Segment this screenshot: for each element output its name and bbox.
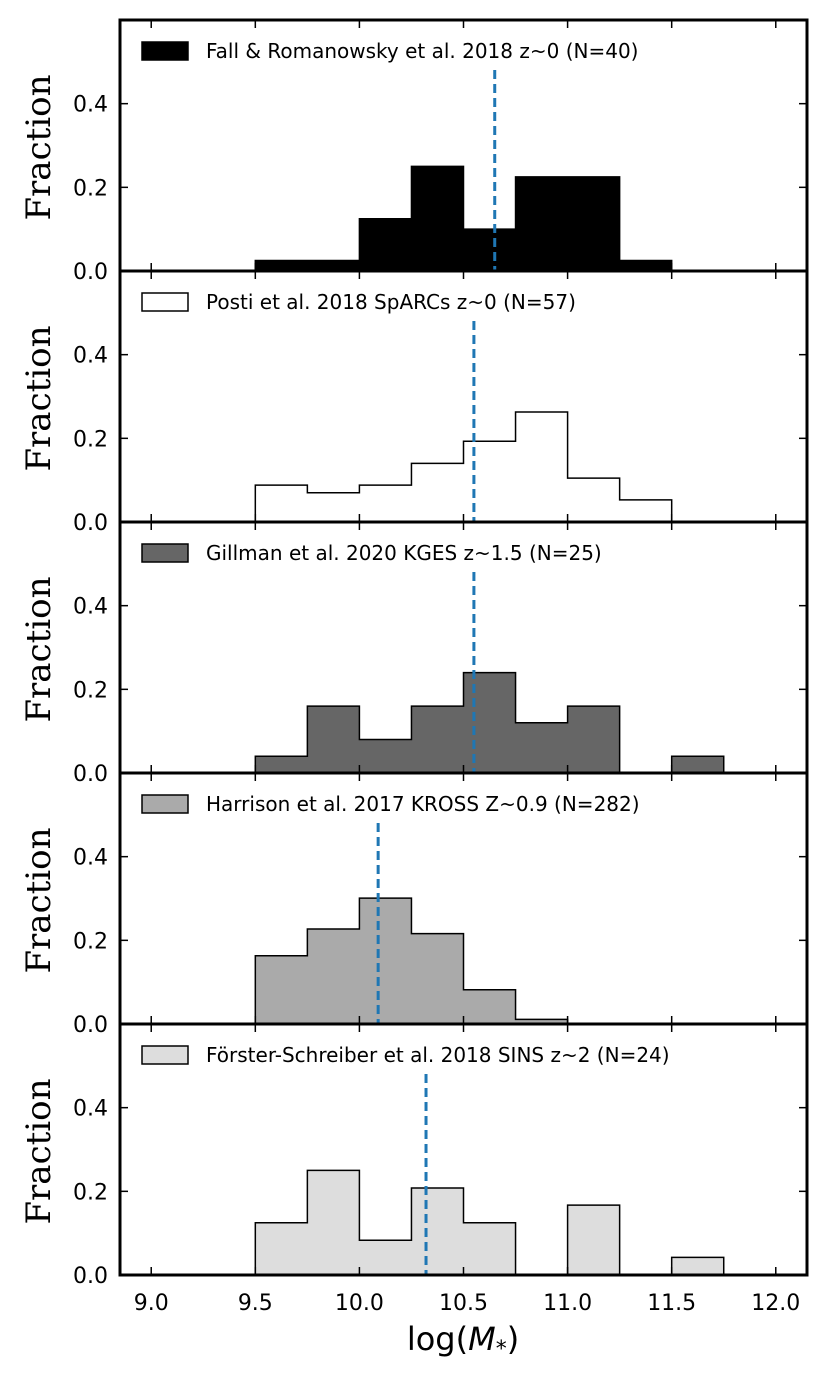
y-tick-label: 0.4 bbox=[73, 595, 108, 620]
histogram-bars bbox=[254, 1169, 725, 1276]
panel-2: 0.0 0.2 0.4 Fraction Posti et al. 2018 SpARC… bbox=[19, 269, 809, 536]
x-tick-label: 12.0 bbox=[751, 1291, 800, 1316]
legend-label: Förster-Schreiber et al. 2018 SINS z~2 (… bbox=[206, 1043, 670, 1067]
x-tick-label: 10.0 bbox=[335, 1291, 384, 1316]
legend-swatch bbox=[141, 292, 189, 312]
histogram-bars bbox=[254, 671, 725, 774]
y-axis-label: Fraction bbox=[19, 1078, 59, 1224]
legend-label: Gillman et al. 2020 KGES z~1.5 (N=25) bbox=[206, 541, 602, 565]
y-axis-label: Fraction bbox=[19, 325, 59, 471]
y-tick-label: 0.2 bbox=[73, 176, 108, 201]
panel-1: 0.0 0.2 0.4 Fraction Fall & Romanowsky et al… bbox=[19, 18, 809, 285]
x-tick-label: 9.0 bbox=[134, 1291, 169, 1316]
panels: 0.0 0.2 0.4 Fraction Fall & Romanowsky et al… bbox=[19, 18, 809, 1289]
legend-label: Fall & Romanowsky et al. 2018 z~0 (N=40) bbox=[206, 39, 638, 63]
y-tick-label: 0.4 bbox=[73, 93, 108, 118]
y-tick-label: 0.0 bbox=[73, 511, 108, 536]
panel-4: 0.0 0.2 0.4 Fraction Harrison et al. 2017 KR… bbox=[19, 771, 809, 1038]
y-tick-label: 0.2 bbox=[73, 929, 108, 954]
y-axis-label: Fraction bbox=[19, 576, 59, 722]
y-tick-label: 0.0 bbox=[73, 260, 108, 285]
y-axis-label: Fraction bbox=[19, 74, 59, 220]
y-tick-label: 0.2 bbox=[73, 1180, 108, 1205]
y-tick-label: 0.4 bbox=[73, 846, 108, 871]
panel-5: 0.0 0.2 0.4 Fraction Förster-Schreiber et al… bbox=[19, 1022, 809, 1289]
x-tick-label: 11.5 bbox=[647, 1291, 696, 1316]
y-tick-label: 0.4 bbox=[73, 344, 108, 369]
x-tick-label: 9.5 bbox=[238, 1291, 273, 1316]
y-axis-label: Fraction bbox=[19, 827, 59, 973]
histogram-bars bbox=[254, 897, 569, 1025]
legend-label: Posti et al. 2018 SpARCs z~0 (N=57) bbox=[206, 290, 576, 314]
y-tick-label: 0.0 bbox=[73, 1264, 108, 1289]
panel-frame bbox=[118, 1022, 809, 1277]
histogram-bars bbox=[254, 411, 673, 523]
y-tick-label: 0.0 bbox=[73, 1013, 108, 1038]
y-tick-label: 0.4 bbox=[73, 1097, 108, 1122]
x-tick-labels: 9.0 9.5 10.0 10.5 11.0 11.5 12.0 bbox=[134, 1291, 801, 1316]
y-tick-label: 0.0 bbox=[73, 762, 108, 787]
y-tick-label: 0.2 bbox=[73, 678, 108, 703]
y-tick-label: 0.2 bbox=[73, 427, 108, 452]
x-tick-label: 10.5 bbox=[439, 1291, 488, 1316]
legend-label: Harrison et al. 2017 KROSS Z~0.9 (N=282) bbox=[206, 792, 640, 816]
x-tick-label: 11.0 bbox=[543, 1291, 592, 1316]
legend-swatch bbox=[141, 794, 189, 814]
x-axis-label: log(M*) bbox=[407, 1320, 519, 1362]
legend-swatch bbox=[141, 543, 189, 563]
legend-swatch bbox=[141, 41, 189, 61]
histogram-bars bbox=[254, 165, 673, 272]
legend-swatch bbox=[141, 1045, 189, 1065]
panel-3: 0.0 0.2 0.4 Fraction Gillman et al. 2020 KGE… bbox=[19, 520, 809, 787]
